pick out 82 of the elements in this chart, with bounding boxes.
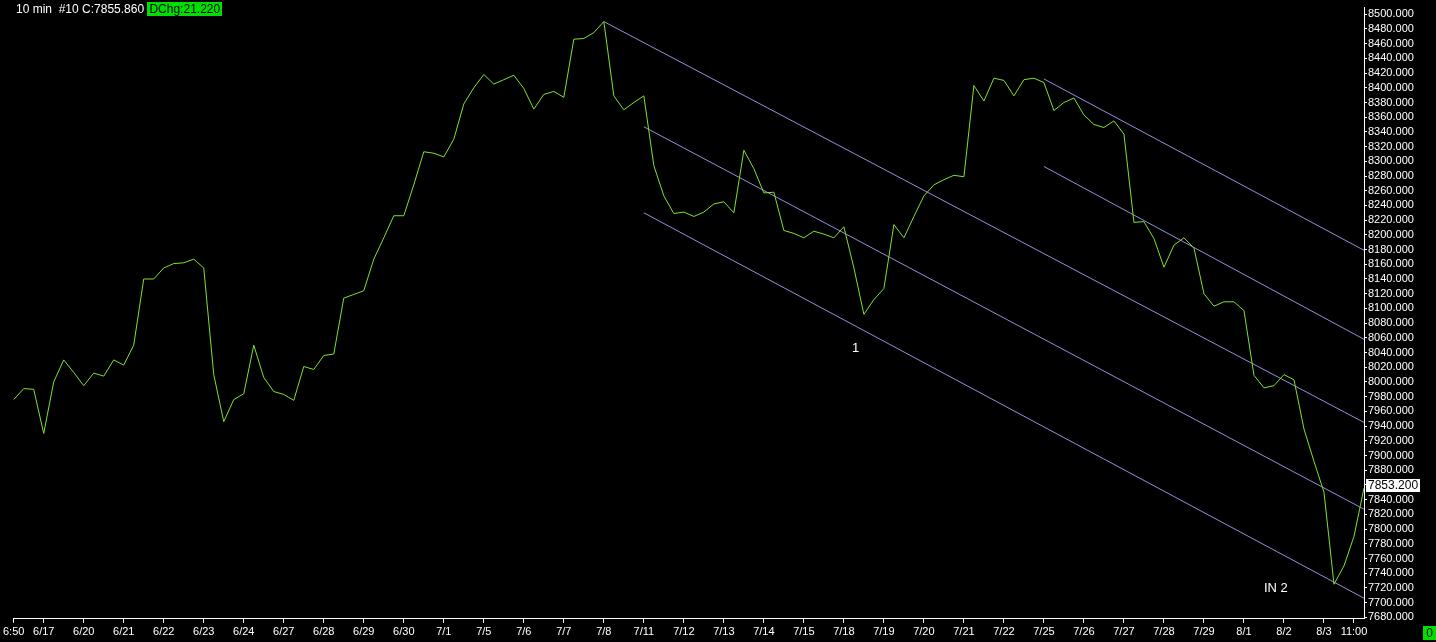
y-tick-label: 8200.000 xyxy=(1368,227,1414,240)
y-tick-label: 7960.000 xyxy=(1368,404,1414,417)
x-tick-label: 8/3 xyxy=(1316,625,1332,638)
y-tick-label: 8140.000 xyxy=(1368,272,1414,285)
y-tick-label: 7740.000 xyxy=(1368,566,1414,579)
chart-title: 10 min #10 C:7855.860 xyxy=(16,2,145,16)
y-tick-label: 7680.000 xyxy=(1368,610,1414,623)
x-tick-label: 7/8 xyxy=(596,625,612,638)
y-tick-label: 8040.000 xyxy=(1368,345,1414,358)
x-tick-label: 7/29 xyxy=(1193,625,1215,638)
x-tick-label: 7/6 xyxy=(516,625,532,638)
y-tick-label: 8340.000 xyxy=(1368,124,1414,137)
x-tick-label: 7/7 xyxy=(556,625,572,638)
y-tick-label: 7820.000 xyxy=(1368,507,1414,520)
x-tick-label: 6/23 xyxy=(193,625,215,638)
x-tick-label: 6/20 xyxy=(73,625,95,638)
y-tick-label: 8020.000 xyxy=(1368,360,1414,373)
y-tick-label: 8300.000 xyxy=(1368,154,1414,167)
x-tick-label: 6/30 xyxy=(393,625,415,638)
y-tick-label: 7980.000 xyxy=(1368,389,1414,402)
x-tick-label: 6/29 xyxy=(353,625,375,638)
y-tick-label: 8060.000 xyxy=(1368,330,1414,343)
x-tick-label: 7/18 xyxy=(833,625,855,638)
y-tick-label: 8180.000 xyxy=(1368,242,1414,255)
x-tick-label: 7/12 xyxy=(673,625,695,638)
text: 7853.200 xyxy=(1366,477,1421,492)
x-tick-label: 6/17 xyxy=(33,625,55,638)
y-tick-label: 7760.000 xyxy=(1368,551,1414,564)
annotation: 1 xyxy=(852,340,860,355)
y-tick-label: 8240.000 xyxy=(1368,198,1414,211)
y-tick-label: 7800.000 xyxy=(1368,522,1414,535)
y-tick-label: 8000.000 xyxy=(1368,375,1414,387)
text: 0 xyxy=(1423,626,1436,640)
x-tick-label: 7/21 xyxy=(953,625,975,638)
x-tick-label: 7/28 xyxy=(1153,625,1175,638)
y-tick-label: 8320.000 xyxy=(1368,139,1414,152)
x-tick-label: 8/1 xyxy=(1236,625,1252,638)
y-tick-label: 8480.000 xyxy=(1368,21,1414,34)
x-tick-label: 7/11 xyxy=(633,625,655,638)
x-tick-label: 7/5 xyxy=(476,625,492,638)
y-tick-label: 8260.000 xyxy=(1368,183,1414,196)
x-tick-label: 6/27 xyxy=(273,625,295,638)
x-tick-label: 7/25 xyxy=(1033,625,1055,638)
y-tick-label: 8120.000 xyxy=(1368,286,1414,299)
y-tick-label: 8420.000 xyxy=(1368,66,1414,79)
x-tick-label: 7/27 xyxy=(1113,625,1135,638)
x-tick-label: 6/21 xyxy=(113,625,135,638)
y-tick-label: 8380.000 xyxy=(1368,95,1414,108)
x-tick-label: 11:00 xyxy=(1340,625,1368,638)
y-tick-label: 7900.000 xyxy=(1368,448,1414,461)
x-tick-label: 7/1 xyxy=(436,625,452,638)
x-tick-label: 6/22 xyxy=(153,625,175,638)
x-tick-label: 7/26 xyxy=(1073,625,1095,638)
x-tick-label: 8/2 xyxy=(1276,625,1292,638)
x-tick-label: 6:50 xyxy=(2,625,25,638)
y-tick-label: 7720.000 xyxy=(1368,580,1414,593)
x-tick-label: 6/28 xyxy=(313,625,335,638)
y-tick-label: 7700.000 xyxy=(1368,595,1414,608)
y-tick-label: 7880.000 xyxy=(1368,463,1414,476)
y-tick-label: 8440.000 xyxy=(1368,51,1414,64)
chart-subtitle: DChg:21.220 xyxy=(147,2,223,16)
x-tick-label: 6/24 xyxy=(233,625,255,638)
annotation: IN 2 xyxy=(1264,580,1288,595)
x-tick-label: 7/14 xyxy=(753,625,775,638)
y-tick-label: 8360.000 xyxy=(1368,110,1414,123)
y-tick-label: 8400.000 xyxy=(1368,80,1414,93)
y-tick-label: 8280.000 xyxy=(1368,169,1414,182)
y-tick-label: 8500.000 xyxy=(1368,7,1414,20)
y-tick-label: 8080.000 xyxy=(1368,316,1414,329)
x-tick-label: 7/22 xyxy=(993,625,1015,638)
x-tick-label: 7/20 xyxy=(913,625,935,638)
x-tick-label: 7/15 xyxy=(793,625,815,638)
y-tick-label: 8100.000 xyxy=(1368,301,1414,314)
y-tick-label: 8460.000 xyxy=(1368,36,1414,49)
y-tick-label: 8160.000 xyxy=(1368,257,1414,270)
y-tick-label: 7780.000 xyxy=(1368,536,1414,549)
x-tick-label: 7/13 xyxy=(713,625,735,638)
y-tick-label: 7840.000 xyxy=(1368,492,1414,505)
x-tick-label: 7/19 xyxy=(873,625,895,638)
y-tick-label: 7940.000 xyxy=(1368,419,1414,432)
y-tick-label: 7920.000 xyxy=(1368,433,1414,446)
y-tick-label: 8220.000 xyxy=(1368,213,1414,226)
